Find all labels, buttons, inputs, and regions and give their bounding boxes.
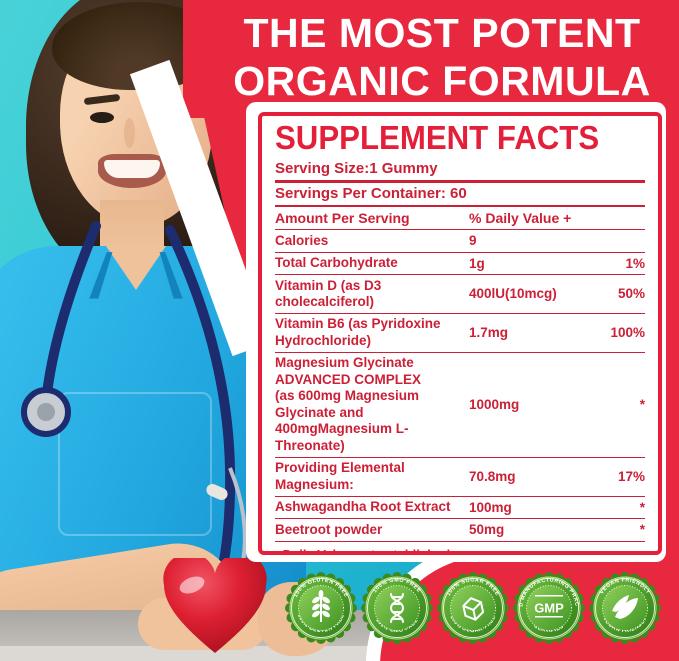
sugar-cube-icon xyxy=(462,597,485,621)
wheat-icon xyxy=(312,590,330,622)
nutrient-name: Total Carbohydrate xyxy=(275,255,398,271)
nutrient-daily-value: * xyxy=(639,499,645,515)
footnotes: +Daily Value not established **Percent D… xyxy=(275,546,645,555)
table-row: Ashwagandha Root Extract 100mg * xyxy=(275,497,645,520)
table-row: Vitamin D (as D3 cholecalciferol) 400lU(1… xyxy=(275,275,645,314)
serving-size: Serving Size:1 Gummy xyxy=(275,160,438,177)
dna-icon xyxy=(389,593,405,623)
table-row: Vitamin B6 (as Pyridoxine Hydrochloride)… xyxy=(275,314,645,353)
table-row: Magnesium Glycinate ADVANCED COMPLEX (as… xyxy=(275,353,645,458)
nutrient-amount: 9 xyxy=(469,233,477,249)
nutrient-daily-value: * xyxy=(639,397,645,413)
amount-column-header: Amount Per Serving xyxy=(275,209,410,226)
scrubs-pocket xyxy=(58,392,212,536)
nurse-teeth xyxy=(104,160,160,178)
stethoscope xyxy=(21,221,247,601)
nutrient-daily-value: * xyxy=(639,522,645,538)
nutrient-name: Providing Elemental Magnesium: xyxy=(275,460,405,492)
daily-value-column-header: % Daily Value + xyxy=(469,210,572,227)
red-background xyxy=(183,0,679,118)
leaf-icon xyxy=(612,595,638,619)
nutrient-amount: 100mg xyxy=(469,499,512,515)
footnote-daily-value: +Daily Value not established xyxy=(275,546,451,555)
badge-wheat: 100% GLUTEN FREE 100% GLUTEN FREE xyxy=(284,571,358,647)
table-row: Calories 9 xyxy=(275,230,645,253)
badge-sugar-cube: 100% SUGAR FREE 100% SUGAR FREE xyxy=(436,571,510,647)
divider xyxy=(275,180,645,183)
table-edge xyxy=(0,646,460,661)
panel-title: SUPPLEMENT FACTS xyxy=(275,119,600,157)
nutrient-name: Magnesium Glycinate ADVANCED COMPLEX (as… xyxy=(275,355,422,453)
table-row: Providing Elemental Magnesium: 70.8mg 17% xyxy=(275,458,645,497)
certification-badges: 100% GLUTEN FREE 100% GLUTEN FREE 100% GMO… xyxy=(284,567,664,651)
badge-dna: 100% GMO FREE 100% GMO FREE xyxy=(360,571,434,647)
table-row: Beetroot powder 50mg * xyxy=(275,519,645,542)
supplement-facts-panel: SUPPLEMENT FACTS Serving Size:1 Gummy Se… xyxy=(258,112,662,555)
scrubs-vneck xyxy=(106,246,166,290)
nutrient-name: Beetroot powder xyxy=(275,521,383,537)
nutrient-amount: 1000mg xyxy=(469,397,520,413)
nurse-nose xyxy=(124,118,135,148)
nutrient-name: Calories xyxy=(275,232,329,248)
nutrient-name: Vitamin D (as D3 cholecalciferol) xyxy=(275,277,382,309)
nutrient-daily-value: 17% xyxy=(617,469,645,485)
nutrient-amount: 1g xyxy=(469,255,485,271)
nutrient-amount: 1.7mg xyxy=(469,325,509,341)
nutrient-amount: 50mg xyxy=(469,522,505,538)
nutrient-amount: 70.8mg xyxy=(469,469,516,485)
nutrient-name: Ashwagandha Root Extract xyxy=(275,499,451,515)
nurse-eye xyxy=(90,112,114,123)
nutrient-daily-value: 50% xyxy=(617,286,645,302)
nutrition-rows: Calories 9 Total Carbohydrate 1g 1% Vitamin D… xyxy=(275,230,645,542)
badge-gmp: GOOD MANUFACTURING PRACTICECERTIFIEDGMP xyxy=(510,567,586,647)
nutrient-daily-value: 1% xyxy=(625,255,645,271)
divider xyxy=(275,205,645,207)
nutrient-daily-value: 100% xyxy=(610,325,645,341)
gmp-icon: GMP xyxy=(534,595,564,618)
headline-line1: THE MOST POTENT xyxy=(243,10,641,56)
badge-leaf: VEGAN FRIENDLY VEGAN FRIENDLY xyxy=(588,571,662,647)
servings-per-container: Servings Per Container: 60 xyxy=(275,185,467,202)
svg-text:GMP: GMP xyxy=(534,601,564,616)
nutrient-amount: 400lU(10mcg) xyxy=(469,286,557,302)
column-header-row: Amount Per Serving % Daily Value + xyxy=(275,207,645,231)
headline-line2: ORGANIC FORMULA xyxy=(233,57,651,104)
nutrient-name: Vitamin B6 (as Pyridoxine Hydrochloride) xyxy=(275,316,441,348)
table-row: Total Carbohydrate 1g 1% xyxy=(275,253,645,276)
headline: THE MOST POTENT ORGANIC FORMULA xyxy=(212,10,672,105)
red-heart xyxy=(160,552,270,658)
